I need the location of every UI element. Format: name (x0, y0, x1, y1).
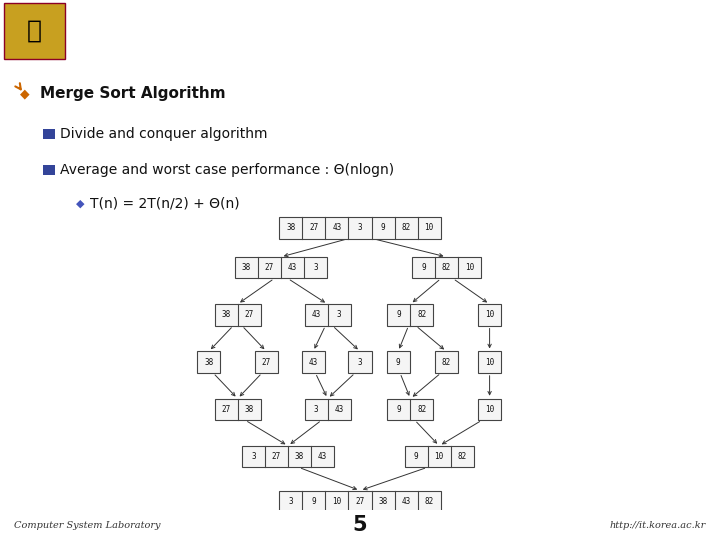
Text: Divide and conquer algorithm: Divide and conquer algorithm (60, 127, 268, 141)
Bar (412, 257, 481, 279)
Text: 43: 43 (335, 405, 343, 414)
Text: 82: 82 (442, 263, 451, 272)
Text: 38: 38 (245, 405, 253, 414)
Text: 43: 43 (402, 497, 410, 506)
Text: 10: 10 (485, 310, 494, 320)
Text: 43: 43 (333, 224, 341, 232)
Text: 27: 27 (272, 452, 281, 461)
Text: 43: 43 (312, 310, 320, 320)
Text: ◆: ◆ (20, 87, 30, 100)
Bar (387, 352, 410, 373)
Text: 38: 38 (295, 452, 304, 461)
Text: Computer System Laboratory: Computer System Laboratory (14, 521, 161, 530)
Text: 38: 38 (242, 263, 251, 272)
Text: http://it.korea.ac.kr: http://it.korea.ac.kr (609, 521, 706, 530)
Text: Average and worst case performance : Θ(nlogn): Average and worst case performance : Θ(n… (60, 163, 395, 177)
Text: 38: 38 (287, 224, 295, 232)
Text: 38: 38 (379, 497, 387, 506)
Text: 🐯: 🐯 (27, 19, 41, 43)
Bar (305, 304, 351, 326)
Text: 82: 82 (425, 497, 433, 506)
Bar (405, 446, 474, 467)
FancyBboxPatch shape (43, 165, 55, 175)
Text: 10: 10 (333, 497, 341, 506)
Bar (215, 304, 261, 326)
Text: 27: 27 (356, 497, 364, 506)
Text: 38: 38 (204, 357, 213, 367)
Bar (215, 399, 261, 420)
Text: 82: 82 (418, 405, 426, 414)
Bar (387, 304, 433, 326)
FancyBboxPatch shape (43, 130, 55, 139)
Text: 10: 10 (485, 405, 494, 414)
Text: 27: 27 (265, 263, 274, 272)
Text: 82: 82 (402, 224, 410, 232)
Text: MIPS Programming: Merge Sort: MIPS Programming: Merge Sort (137, 17, 641, 45)
Text: 3: 3 (251, 452, 256, 461)
Text: 9: 9 (421, 263, 426, 272)
Bar (478, 304, 501, 326)
Text: 5: 5 (353, 515, 367, 535)
Text: 43: 43 (318, 452, 327, 461)
FancyBboxPatch shape (4, 3, 65, 59)
Text: 27: 27 (222, 405, 230, 414)
Text: 10: 10 (485, 357, 494, 367)
Text: 9: 9 (381, 224, 385, 232)
Text: 9: 9 (414, 452, 418, 461)
Bar (478, 352, 501, 373)
Text: 3: 3 (313, 263, 318, 272)
Bar (279, 490, 441, 512)
Bar (235, 257, 327, 279)
Bar (255, 352, 278, 373)
Text: 43: 43 (309, 357, 318, 367)
Bar (305, 399, 351, 420)
Text: 82: 82 (458, 452, 467, 461)
Text: 3: 3 (314, 405, 318, 414)
Text: T(n) = 2T(n/2) + Θ(n): T(n) = 2T(n/2) + Θ(n) (90, 196, 240, 210)
Bar (348, 352, 372, 373)
Text: 27: 27 (245, 310, 253, 320)
Text: 3: 3 (358, 224, 362, 232)
Bar (197, 352, 220, 373)
Text: 10: 10 (425, 224, 433, 232)
Text: 82: 82 (418, 310, 426, 320)
Text: 9: 9 (396, 357, 400, 367)
Bar (435, 352, 458, 373)
Bar (478, 399, 501, 420)
Text: 38: 38 (222, 310, 230, 320)
Text: ◆: ◆ (76, 198, 84, 208)
Text: 9: 9 (397, 310, 401, 320)
Bar (387, 399, 433, 420)
Text: 3: 3 (358, 357, 362, 367)
Text: 10: 10 (435, 452, 444, 461)
Text: 3: 3 (337, 310, 341, 320)
Bar (242, 446, 334, 467)
Text: 27: 27 (262, 357, 271, 367)
Text: 10: 10 (465, 263, 474, 272)
Text: 82: 82 (442, 357, 451, 367)
Bar (279, 217, 441, 239)
Text: Merge Sort Algorithm: Merge Sort Algorithm (40, 86, 225, 101)
Text: 9: 9 (312, 497, 316, 506)
Text: 43: 43 (288, 263, 297, 272)
Text: 9: 9 (397, 405, 401, 414)
Text: 27: 27 (310, 224, 318, 232)
Bar (302, 352, 325, 373)
Text: 3: 3 (289, 497, 293, 506)
